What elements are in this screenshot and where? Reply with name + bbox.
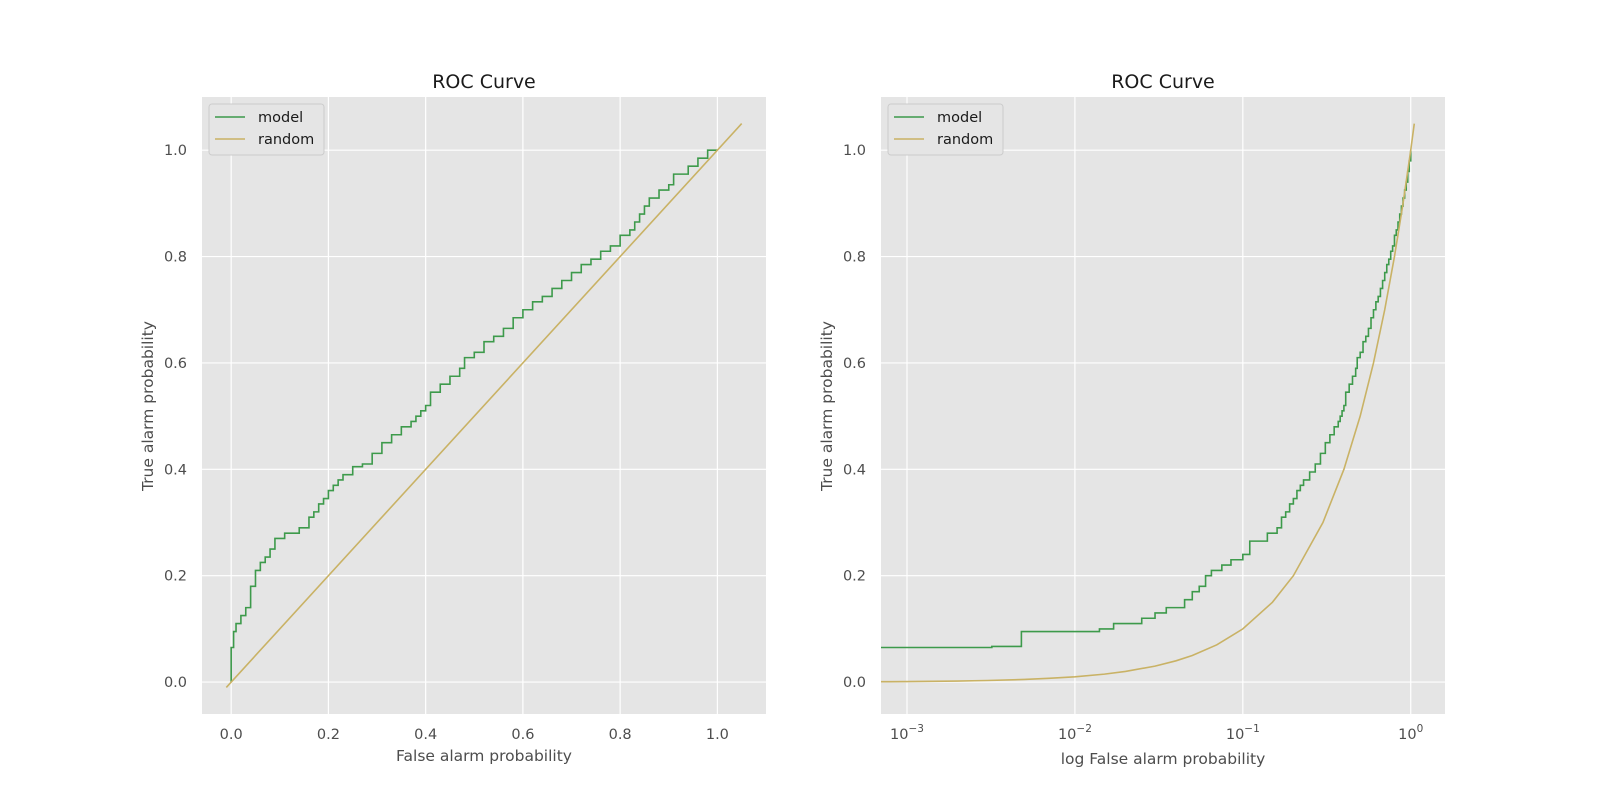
xlabel-linear: False alarm probability [396,747,572,765]
series-linear [225,123,743,688]
roc-log-panel: 0.0 0.2 0.4 0.6 0.8 1.0 10−3 10−2 10−1 100 ROC Cu… [818,71,1445,768]
legend-model-label-linear: model [258,110,303,126]
y-tick-label: 0.6 [843,356,866,372]
series-line-model [881,150,1412,649]
x-tick-label: 0.0 [220,727,243,743]
plot-area-log [881,97,1445,714]
x-tick-label: 0.2 [317,727,340,743]
y-tick-label: 0.0 [164,675,187,691]
ylabel-linear: True alarm probability [139,321,157,492]
series-line-model [230,149,718,683]
y-tick-label: 0.6 [164,356,187,372]
x-tick-label: 1.0 [706,727,729,743]
title-linear: ROC Curve [432,71,536,93]
legend-random-label-linear: random [258,132,314,148]
ylabel-log: True alarm probability [818,321,836,492]
x-tick-label: 10−3 [890,723,924,743]
y-tick-label: 0.0 [843,675,866,691]
legend-linear: model random [208,103,325,156]
y-tick-label: 0.2 [164,569,187,585]
y-tick-label: 0.8 [843,250,866,266]
roc-linear-panel: 0.0 0.2 0.4 0.6 0.8 1.0 0.0 0.2 0.4 0.6 0.8 1.0 ROC… [139,71,766,765]
y-tick-label: 0.4 [843,462,866,478]
ticks-linear: 0.0 0.2 0.4 0.6 0.8 1.0 0.0 0.2 0.4 0.6 0.8 1.0 [164,143,729,743]
series-line-random [225,123,743,688]
legend-model-label-log: model [937,110,982,126]
series-log [880,123,1416,683]
x-tick-label: 10−1 [1226,723,1260,743]
x-tick-label: 0.4 [414,727,437,743]
gridlines-linear [202,97,766,714]
series-line-random [880,123,1416,683]
legend-log: model random [887,103,1004,156]
x-tick-label: 0.6 [511,727,534,743]
xlabel-log: log False alarm probability [1061,750,1266,768]
y-tick-label: 1.0 [843,143,866,159]
y-tick-label: 0.2 [843,569,866,585]
x-tick-label: 100 [1398,723,1423,743]
x-tick-label: 10−2 [1058,723,1092,743]
title-log: ROC Curve [1111,71,1215,93]
legend-random-label-log: random [937,132,993,148]
gridlines-log [881,97,1445,714]
y-tick-label: 0.8 [164,250,187,266]
y-tick-label: 1.0 [164,143,187,159]
y-tick-label: 0.4 [164,462,187,478]
x-tick-label: 0.8 [609,727,632,743]
ticks-log: 0.0 0.2 0.4 0.6 0.8 1.0 10−3 10−2 10−1 100 [843,143,1423,743]
